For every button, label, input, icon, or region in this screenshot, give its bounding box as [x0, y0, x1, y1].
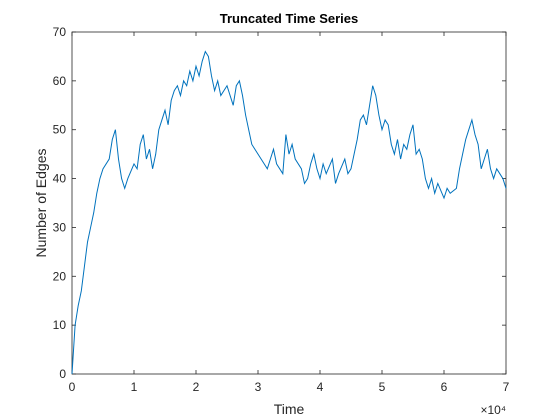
x-tick-label: 3 — [255, 380, 262, 394]
y-tick-label: 70 — [53, 25, 67, 39]
x-tick-label: 2 — [193, 380, 200, 394]
data-line — [71, 50, 507, 375]
x-tick-label: 4 — [317, 380, 324, 394]
x-tick-label: 5 — [379, 380, 386, 394]
x-multiplier: ×10⁴ — [480, 403, 506, 417]
y-tick-label: 20 — [53, 269, 67, 283]
plot-box — [71, 31, 507, 375]
y-tick-label: 50 — [53, 123, 67, 137]
y-tick-label: 40 — [53, 172, 67, 186]
y-tick-label: 10 — [53, 318, 67, 332]
x-tick-label: 1 — [131, 380, 138, 394]
y-axis-label: Number of Edges — [33, 149, 49, 258]
chart-title: Truncated Time Series — [220, 11, 359, 26]
x-tick-label: 0 — [69, 380, 76, 394]
y-tick-label: 60 — [53, 74, 67, 88]
x-tick-label: 7 — [503, 380, 510, 394]
x-tick-label: 6 — [441, 380, 448, 394]
x-axis-label: Time — [274, 401, 305, 417]
y-tick-label: 30 — [53, 220, 67, 234]
y-tick-label: 0 — [59, 367, 66, 381]
